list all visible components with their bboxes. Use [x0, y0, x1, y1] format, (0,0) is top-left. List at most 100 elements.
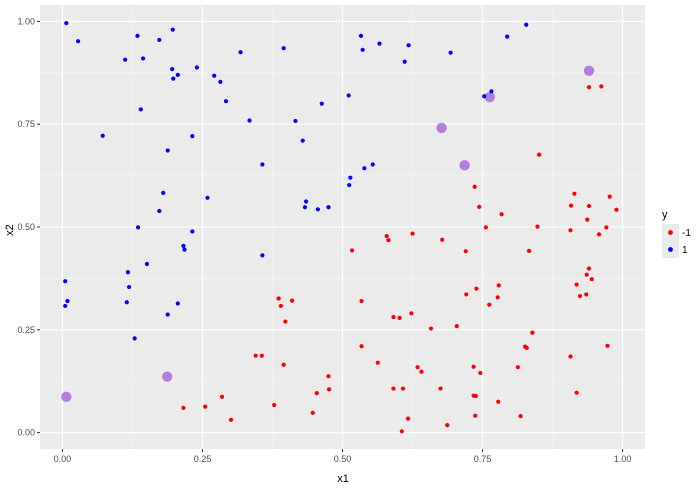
data-point-neg [524, 345, 529, 350]
data-point-neg [572, 191, 577, 196]
legend-title: y [662, 209, 668, 221]
data-point-neg [440, 237, 445, 242]
data-point-neg [574, 390, 579, 395]
data-point-neg [586, 266, 592, 271]
data-point-pos [64, 20, 69, 26]
data-point-neg [399, 429, 404, 434]
data-point-neg [614, 207, 619, 212]
data-point-neg [584, 272, 589, 277]
data-point-pos [293, 118, 298, 124]
legend-key-neg [668, 230, 673, 235]
data-point-neg [181, 405, 186, 410]
data-point-pos [175, 72, 180, 77]
legend-label-pos: 1 [682, 245, 688, 256]
data-point-pos [362, 166, 367, 171]
data-point-pos [302, 205, 308, 210]
data-point-pos [175, 301, 180, 306]
data-point-neg [473, 413, 478, 418]
x-tick-label: 0.75 [474, 454, 492, 464]
data-point-neg [530, 330, 535, 335]
data-point-neg [585, 217, 590, 222]
data-point-neg [349, 248, 355, 253]
data-point-neg [400, 386, 406, 391]
x-tick-label: 1.00 [614, 454, 632, 464]
data-point-neg [445, 423, 450, 428]
y-tick-label: 1.00 [17, 16, 35, 26]
data-point-neg [584, 292, 589, 297]
data-point-neg [326, 387, 332, 392]
data-point-pos [140, 56, 146, 61]
data-point-neg [496, 399, 501, 404]
data-point-neg [219, 394, 225, 399]
data-point-pos [194, 65, 199, 70]
data-point-neg [604, 225, 609, 230]
highlight-marker [583, 65, 595, 76]
data-point-pos [63, 303, 68, 309]
major-gridlines [40, 5, 645, 449]
data-point-pos [346, 93, 351, 98]
data-point-pos [170, 27, 175, 32]
data-point-pos [358, 33, 364, 38]
data-point-neg [577, 293, 583, 299]
data-point-pos [406, 43, 411, 48]
data-point-neg [409, 311, 414, 316]
data-point-pos [135, 33, 140, 38]
data-point-pos [448, 50, 453, 55]
data-point-neg [596, 232, 602, 237]
highlight-marker [61, 391, 72, 402]
data-point-pos [212, 73, 217, 78]
data-point-neg [496, 283, 501, 288]
data-point-neg [518, 414, 523, 419]
data-point-pos [347, 182, 352, 188]
data-point-pos [402, 59, 407, 64]
data-point-neg [386, 238, 391, 243]
data-point-pos [238, 50, 243, 55]
data-point-neg [419, 369, 424, 374]
data-point-pos [370, 162, 375, 167]
data-point-neg [278, 303, 283, 309]
highlight-marker [459, 160, 470, 171]
data-point-pos [144, 261, 150, 267]
legend: y -1 1 [662, 209, 691, 258]
legend-label-neg: -1 [682, 228, 691, 239]
data-point-pos [315, 207, 320, 212]
data-point-neg [586, 203, 592, 209]
data-point-pos [123, 57, 128, 62]
data-point-neg [599, 84, 604, 89]
data-point-neg [375, 360, 380, 365]
data-point-neg [463, 249, 468, 254]
data-point-pos [190, 229, 195, 234]
data-point-pos [65, 298, 70, 304]
data-point-neg [314, 390, 319, 396]
data-point-neg [438, 386, 443, 391]
data-point-pos [319, 101, 324, 106]
data-point-neg [391, 314, 396, 320]
legend-key-pos [668, 247, 673, 252]
data-point-pos [326, 205, 331, 210]
data-point-neg [228, 417, 234, 422]
data-point-neg [397, 315, 402, 320]
data-point-pos [170, 67, 175, 72]
data-point-neg [574, 282, 579, 287]
data-point-neg [259, 353, 264, 358]
y-tick-label: 0.25 [17, 325, 35, 335]
data-point-pos [161, 190, 166, 195]
data-point-neg [478, 370, 483, 376]
data-point-neg [472, 184, 477, 189]
data-point-neg [568, 228, 573, 233]
data-point-neg [384, 233, 389, 239]
x-tick-label: 0.50 [334, 454, 352, 464]
y-axis-title: x2 [4, 224, 16, 236]
data-point-pos [182, 247, 187, 252]
data-point-neg [289, 298, 295, 303]
x-tick-label: 0.25 [194, 454, 212, 464]
data-point-neg [605, 343, 610, 348]
data-point-pos [260, 162, 265, 167]
data-point-pos [132, 336, 137, 341]
data-point-pos [125, 270, 131, 275]
data-point-neg [568, 203, 574, 208]
y-tick-label: 0.75 [17, 119, 35, 129]
data-point-neg [535, 224, 540, 229]
